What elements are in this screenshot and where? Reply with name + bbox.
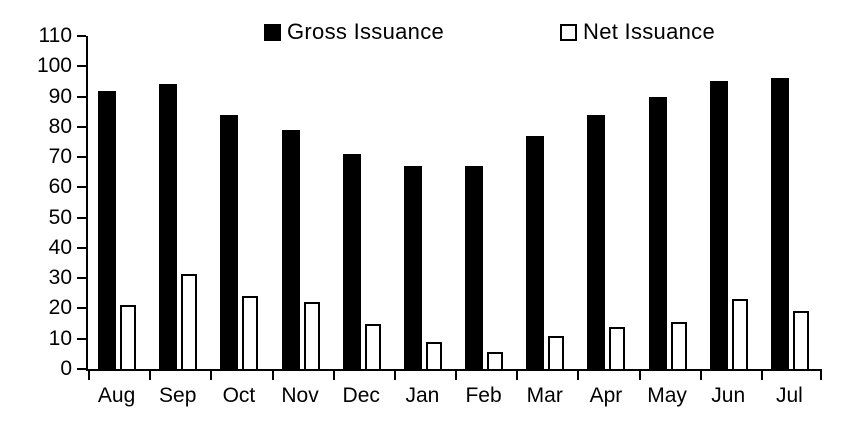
x-axis-tick-12 — [820, 371, 822, 380]
y-axis-labels: 0 10 20 30 40 50 60 70 80 90 100 110 — [0, 25, 72, 380]
bar-gross-jul — [770, 78, 789, 369]
x-axis-tick-6 — [455, 371, 457, 380]
x-axis-tick-1 — [149, 371, 152, 380]
y-axis-tick-label-10: 10 — [48, 326, 72, 350]
y-axis-tick-label-30: 30 — [48, 266, 72, 290]
bar-gross-apr — [587, 114, 606, 369]
x-axis-label-oct: Oct — [222, 384, 256, 407]
bar-gross-oct — [220, 114, 239, 369]
bar-net-apr — [609, 326, 626, 369]
y-axis-tick-label-90: 90 — [48, 84, 72, 108]
bar-gross-may — [648, 96, 667, 369]
x-axis-label-nov: Nov — [281, 384, 319, 407]
x-axis-label-feb: Feb — [465, 384, 502, 407]
y-axis-tick-100 — [77, 65, 86, 68]
y-axis-tick-40 — [77, 246, 86, 249]
bar-net-jul — [792, 311, 809, 369]
y-axis-tick-70 — [77, 156, 86, 159]
x-axis-label-dec: Dec — [342, 384, 380, 407]
bar-net-jan — [425, 341, 442, 369]
y-axis-tick-label-70: 70 — [48, 145, 72, 169]
legend-label-net-issuance: Net Issuance — [583, 19, 716, 44]
y-axis-tick-50 — [77, 216, 86, 219]
net-issuance-swatch-icon — [560, 23, 577, 41]
x-axis-tick-7 — [516, 371, 519, 380]
bar-gross-feb — [465, 166, 483, 369]
x-axis-label-jul: Jul — [775, 384, 803, 407]
x-axis-tick-4 — [332, 371, 335, 380]
y-axis-tick-80 — [77, 125, 86, 128]
y-axis-tick-0 — [77, 368, 86, 370]
bar-net-jun — [731, 299, 748, 369]
x-axis-label-aug: Aug — [97, 384, 136, 407]
y-axis-tick-60 — [77, 186, 86, 189]
x-axis-label-jan: Jan — [405, 384, 440, 407]
bar-net-dec — [364, 323, 381, 369]
x-axis-tick-8 — [577, 371, 580, 380]
y-axis-tick-label-0: 0 — [60, 357, 72, 380]
x-axis-labels: Aug Sep Oct Nov Dec Jan Feb Mar Apr May Jun Jul — [86, 384, 820, 412]
y-axis-tick-110 — [77, 35, 86, 37]
bar-net-may — [670, 322, 687, 369]
plot-area — [77, 35, 822, 380]
bar-gross-jun — [709, 81, 728, 369]
bar-gross-sep — [159, 84, 178, 369]
y-axis-tick-label-50: 50 — [48, 205, 72, 229]
y-axis-tick-label-60: 60 — [48, 175, 72, 199]
legend-label-gross-issuance: Gross Issuance — [287, 19, 445, 44]
bar-gross-aug — [98, 90, 116, 369]
x-axis-label-apr: Apr — [589, 384, 623, 407]
x-axis-tick-5 — [393, 371, 396, 380]
x-axis-tick-0 — [88, 371, 90, 380]
bar-net-mar — [548, 335, 565, 369]
x-axis-label-may: May — [647, 384, 687, 407]
y-axis-tick-label-40: 40 — [48, 235, 72, 259]
y-axis-tick-30 — [77, 277, 86, 280]
bar-net-aug — [120, 305, 136, 369]
bar-net-feb — [487, 352, 503, 369]
x-axis-label-jun: Jun — [711, 384, 746, 407]
y-axis-tick-10 — [77, 337, 86, 340]
bar-gross-nov — [281, 129, 300, 369]
bar-net-sep — [181, 273, 198, 369]
y-axis-tick-90 — [77, 95, 86, 98]
x-axis-tick-11 — [760, 371, 763, 380]
gross-issuance-swatch-icon — [264, 23, 281, 41]
y-axis-tick-label-100: 100 — [36, 54, 72, 78]
bar-net-nov — [303, 302, 320, 369]
legend-item-net-issuance: Net Issuance — [560, 20, 715, 44]
x-axis-tick-2 — [210, 371, 213, 380]
bar-gross-jan — [403, 166, 422, 369]
x-axis-label-mar: Mar — [526, 384, 563, 407]
y-axis-tick-label-20: 20 — [48, 296, 72, 320]
y-axis-tick-label-110: 110 — [38, 24, 72, 47]
y-axis-tick-label-80: 80 — [48, 114, 72, 138]
x-axis-tick-10 — [699, 371, 702, 380]
x-axis-tick-9 — [638, 371, 641, 380]
x-axis-tick-3 — [271, 371, 274, 380]
bar-gross-dec — [342, 154, 361, 369]
x-axis-label-sep: Sep — [159, 384, 197, 407]
bar-net-oct — [242, 296, 259, 369]
legend-item-gross-issuance: Gross Issuance — [264, 20, 444, 44]
y-axis-tick-20 — [77, 307, 86, 310]
bar-gross-mar — [526, 135, 545, 369]
